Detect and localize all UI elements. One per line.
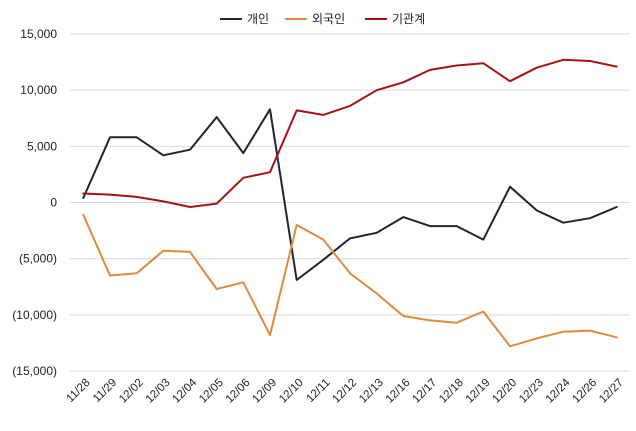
- y-tick-label: (15,000): [12, 364, 57, 378]
- gridlines: [70, 33, 630, 372]
- legend-label: 개인: [247, 12, 269, 26]
- y-tick-label: (10,000): [12, 308, 57, 322]
- legend-label: 외국인: [312, 12, 345, 26]
- y-tick-label: (5,000): [19, 252, 57, 266]
- y-tick-label: 0: [50, 196, 57, 210]
- y-tick-label: 10,000: [20, 83, 57, 97]
- series-line: [82, 108, 618, 281]
- y-tick-label: 5,000: [27, 139, 57, 153]
- y-tick-label: 15,000: [20, 27, 57, 41]
- y-axis-tick-labels: 15,000 10,000 5,000 0 (5,000) (10,000) (15,000…: [12, 27, 57, 378]
- series-line: [82, 58, 618, 208]
- series-lines: [82, 58, 618, 348]
- series-line: [82, 213, 618, 348]
- legend-label: 기관계: [392, 12, 425, 26]
- legend: 개인 외국인 기관계: [220, 12, 425, 26]
